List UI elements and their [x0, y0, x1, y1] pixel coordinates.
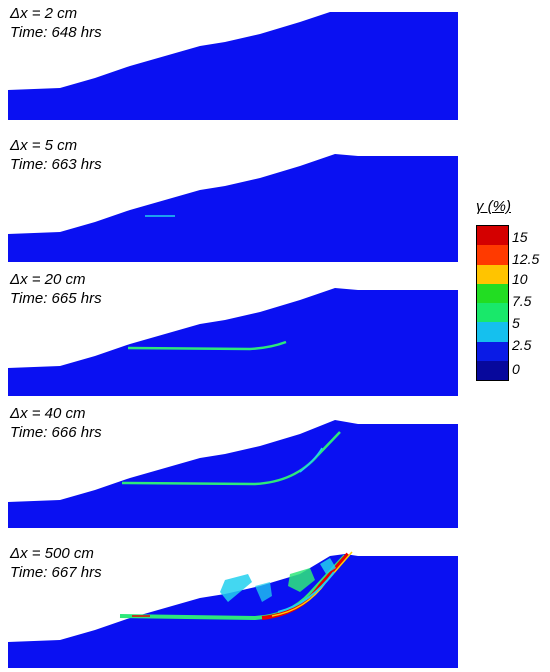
panel-label: Δx = 5 cm Time: 663 hrs: [10, 136, 102, 174]
strain-legend: γ (%) 15 12.5 10 7.5 5 2.5 0: [472, 198, 550, 408]
legend-swatch: [477, 361, 508, 381]
slope-contour-plot: [8, 12, 458, 120]
slope-panel-dx-500cm: Δx = 500 cm Time: 667 hrs: [0, 540, 460, 670]
panel-label: Δx = 500 cm Time: 667 hrs: [10, 544, 102, 582]
slope-contour-plot: [8, 154, 458, 262]
legend-tick-label: 5: [512, 315, 520, 331]
slope-body: [8, 154, 458, 262]
mesh-size-label: Δx = 500 cm: [10, 545, 94, 562]
panel-label: Δx = 40 cm Time: 666 hrs: [10, 404, 102, 442]
slope-panel-dx-2cm: Δx = 2 cm Time: 648 hrs: [0, 0, 460, 130]
slope-panel-dx-20cm: Δx = 20 cm Time: 665 hrs: [0, 266, 460, 396]
time-label: Time: 663 hrs: [10, 156, 102, 173]
localized-zone: [255, 582, 272, 602]
slope-body: [8, 420, 458, 528]
legend-title: γ (%): [476, 198, 511, 215]
legend-colorbar: [476, 225, 509, 382]
legend-swatch: [477, 226, 508, 246]
legend-tick-label: 2.5: [512, 337, 532, 353]
slope-panel-dx-5cm: Δx = 5 cm Time: 663 hrs: [0, 132, 460, 262]
shear-band: [127, 340, 287, 351]
legend-swatch: [477, 245, 508, 265]
legend-tick-label: 10: [512, 271, 528, 287]
slope-panel-dx-40cm: Δx = 40 cm Time: 666 hrs: [0, 400, 460, 530]
legend-tick-label: 0: [512, 361, 520, 377]
mesh-size-label: Δx = 5 cm: [10, 137, 78, 154]
localized-zone: [320, 558, 336, 574]
slope-contour-plot: [8, 420, 458, 528]
mesh-size-label: Δx = 2 cm: [10, 5, 78, 22]
time-label: Time: 666 hrs: [10, 424, 102, 441]
time-label: Time: 667 hrs: [10, 564, 102, 581]
slope-body: [8, 554, 458, 668]
panel-label: Δx = 20 cm Time: 665 hrs: [10, 270, 102, 308]
panel-label: Δx = 2 cm Time: 648 hrs: [10, 4, 102, 42]
localized-zone: [288, 568, 315, 592]
shear-band-inner: [277, 571, 335, 613]
slope-contour-plot: [8, 288, 458, 396]
legend-tick-label: 15: [512, 229, 528, 245]
legend-swatch: [477, 322, 508, 342]
legend-tick-label: 7.5: [512, 293, 532, 309]
time-label: Time: 665 hrs: [10, 290, 102, 307]
time-label: Time: 648 hrs: [10, 24, 102, 41]
legend-tick-label: 12.5: [512, 251, 540, 267]
legend-swatch: [477, 341, 508, 362]
legend-swatch: [477, 283, 508, 304]
localized-zone: [220, 574, 252, 602]
legend-swatch: [477, 264, 508, 284]
mesh-size-label: Δx = 40 cm: [10, 405, 86, 422]
slope-contour-plot: [8, 551, 458, 668]
mesh-size-label: Δx = 20 cm: [10, 271, 86, 288]
shear-band-edge: [299, 447, 323, 473]
legend-swatch: [477, 303, 508, 323]
slope-body: [8, 288, 458, 396]
slope-body: [8, 12, 458, 120]
